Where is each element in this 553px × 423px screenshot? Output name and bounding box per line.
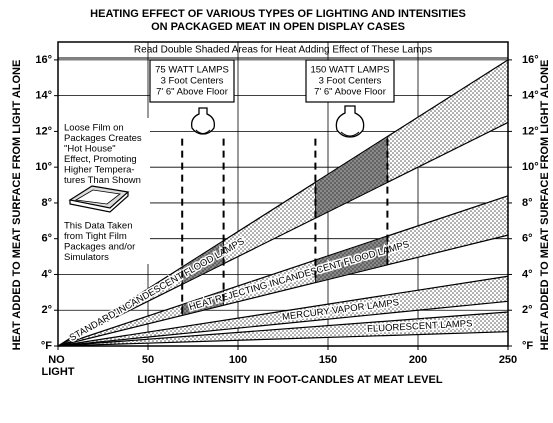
y-tick-label: 16° [35,54,52,66]
y2-tick-label: °F [522,340,533,352]
y-tick-label: °F [41,340,52,352]
band-label: MERCURY VAPOR LAMPS [282,297,400,323]
chart-title: HEATING EFFECT OF VARIOUS TYPES OF LIGHT… [90,8,466,20]
lamp-box-text: 75 WATT LAMPS [155,65,229,76]
y-tick-label: 14° [35,90,52,102]
plot-frame [57,41,509,347]
x-tick-label: 250 [499,354,517,366]
side-note: Packages and/or [64,242,135,253]
x-axis-label: LIGHTING INTENSITY IN FOOT-CANDLES AT ME… [137,374,442,386]
lamp-box-text: 7' 6" Above Floor [314,87,386,98]
lamp-box [305,59,395,103]
lamp-box-text: 3 Foot Centers [161,76,224,87]
y2-tick-label: 14° [522,90,539,102]
band-edge [57,234,509,347]
y2-tick-label: 10° [522,161,539,173]
band-edge [57,275,509,347]
y-axis-label: HEAT ADDED TO MEAT SURFACE FROM LIGHT AL… [11,60,23,351]
y-tick-label: 12° [35,125,52,137]
lamp-icon [191,107,215,135]
y2-tick-label: 12° [522,125,539,137]
band-edge [57,331,509,347]
lamp-box [149,59,235,103]
band-edge [57,59,509,347]
band-edge [57,300,509,347]
y-tick-label: 2° [41,304,52,316]
band-edge [57,121,509,347]
package-icon [68,185,130,213]
header-note: Read Double Shaded Areas for Heat Adding… [134,45,432,56]
y2-axis-label: HEAT ADDED TO MEAT SURFACE FROM LIGHT AL… [539,60,551,351]
y2-tick-label: 6° [522,233,533,245]
side-note: Packages Creates [64,133,142,144]
x-tick-label: 150 [319,354,337,366]
lamp-box-text: 3 Foot Centers [319,76,382,87]
x-tick-label: 100 [229,354,247,366]
band-edge [57,311,509,347]
x-tick-label: 50 [142,354,154,366]
y2-tick-label: 2° [522,304,533,316]
side-note: tures Than Shown [64,175,141,186]
y2-tick-label: 8° [522,197,533,209]
side-note: Higher Tempera- [64,165,135,176]
y2-tick-label: 4° [522,268,533,280]
y-tick-label: 4° [41,268,52,280]
side-note: from Tight Film [64,231,127,242]
side-note: "Hot House" [64,144,116,155]
lamp-box-text: 150 WATT LAMPS [310,65,389,76]
y2-tick-label: 16° [522,54,539,66]
side-note: Simulators [64,252,109,263]
chart-title: ON PACKAGED MEAT IN OPEN DISPLAY CASES [151,21,405,33]
band-edge [57,195,509,347]
lamp-icon [335,105,365,138]
side-note: Loose Film on [64,123,124,134]
side-note: This Data Taken [64,221,132,232]
y-tick-label: 8° [41,197,52,209]
x-tick-label: NO LIGHT [42,354,75,378]
double-shaded-area [314,135,388,219]
lamp-box-text: 7' 6" Above Floor [156,87,228,98]
side-note: Effect, Promoting [64,154,137,165]
y-tick-label: 6° [41,233,52,245]
x-tick-label: 200 [409,354,427,366]
y-tick-label: 10° [35,161,52,173]
